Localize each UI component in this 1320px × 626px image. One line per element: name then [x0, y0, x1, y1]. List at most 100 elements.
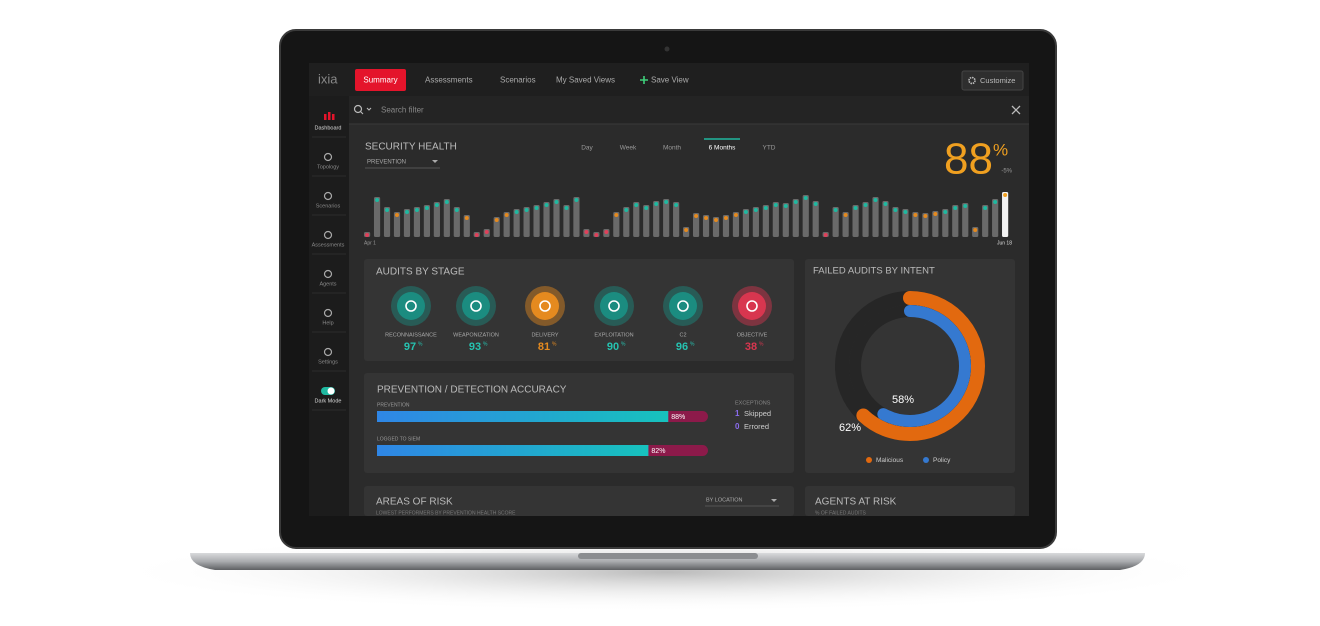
- health-bar: [493, 217, 500, 237]
- health-bar: [892, 207, 899, 237]
- sidebar-item[interactable]: Agents: [319, 281, 336, 287]
- health-bar: [842, 212, 849, 237]
- donut-label: 58%: [892, 394, 914, 406]
- legend-swatch: [923, 457, 929, 463]
- health-dot: [893, 208, 898, 212]
- period-tab[interactable]: 6 Months: [709, 145, 736, 152]
- sidebar-item[interactable]: Topology: [317, 164, 339, 170]
- stage-unit: %: [759, 341, 764, 347]
- health-bar: [383, 207, 391, 237]
- sidebar-item[interactable]: Assessments: [312, 242, 345, 248]
- health-dot: [484, 230, 489, 234]
- health-bar: [373, 197, 381, 237]
- sidebar-item[interactable]: Settings: [318, 359, 338, 365]
- health-dot: [454, 208, 459, 212]
- health-dot: [714, 218, 719, 222]
- customize-button[interactable]: [961, 70, 1024, 91]
- health-dot: [664, 200, 669, 204]
- panel-subtitle: LOWEST PERFORMERS BY PREVENTION HEALTH S…: [376, 510, 516, 516]
- customize-label[interactable]: Customize: [980, 76, 1015, 85]
- bar-fill: [377, 445, 649, 456]
- panel-title: AUDITS BY STAGE: [376, 267, 465, 278]
- health-dot: [803, 196, 808, 200]
- health-bar: [702, 215, 710, 237]
- health-bar: [533, 205, 540, 237]
- close-icon[interactable]: [1011, 105, 1021, 115]
- stage-label: C2: [679, 332, 686, 338]
- sidebar: [309, 96, 349, 516]
- health-dot: [833, 208, 838, 212]
- nav-tab[interactable]: Assessments: [425, 76, 473, 85]
- health-bar: [832, 207, 839, 237]
- health-bar: [563, 205, 570, 237]
- nav-tab[interactable]: My Saved Views: [556, 76, 615, 85]
- health-bar: [553, 199, 560, 237]
- health-dot: [614, 213, 619, 217]
- stage-value: 90: [607, 341, 619, 353]
- nav-save-view[interactable]: Save View: [651, 76, 689, 85]
- period-tab[interactable]: YTD: [763, 145, 776, 152]
- health-dot: [983, 206, 988, 210]
- health-bar: [443, 199, 450, 237]
- health-dot: [923, 214, 928, 218]
- period-tab[interactable]: Month: [663, 145, 681, 152]
- health-bar: [433, 202, 440, 237]
- health-dot: [494, 218, 499, 222]
- health-bar: [692, 213, 700, 237]
- axis-label: Jun 18: [997, 240, 1012, 246]
- search-bar: [349, 96, 1029, 124]
- nav-tab[interactable]: Scenarios: [500, 76, 536, 85]
- health-dot: [733, 213, 738, 217]
- health-bar: [882, 201, 889, 237]
- panel-subtitle: % OF FAILED AUDITS: [815, 510, 867, 516]
- dropdown[interactable]: BY LOCATION: [706, 497, 743, 503]
- period-tab[interactable]: Day: [581, 145, 593, 152]
- nav-tab[interactable]: Summary: [363, 76, 397, 85]
- health-dot: [943, 210, 948, 214]
- icon: [332, 114, 335, 120]
- dropdown[interactable]: PREVENTION: [367, 160, 406, 166]
- health-bar: [653, 201, 660, 237]
- exception-count: 1: [735, 409, 740, 418]
- tab-active[interactable]: [355, 69, 406, 91]
- bar-label: PREVENTION: [377, 402, 410, 408]
- health-bar: [762, 205, 769, 237]
- icon: [323, 308, 333, 318]
- health-bar: [573, 197, 580, 237]
- stage-unit: %: [483, 341, 488, 347]
- health-dot: [474, 233, 479, 237]
- period-tab[interactable]: Week: [620, 145, 637, 152]
- panel-title: PREVENTION / DETECTION ACCURACY: [377, 385, 567, 396]
- health-bar: [732, 212, 740, 237]
- stage-glyph: [405, 300, 417, 312]
- sidebar-item[interactable]: Scenarios: [316, 203, 341, 209]
- sidebar-item[interactable]: Help: [322, 320, 333, 326]
- health-bar: [792, 199, 799, 237]
- donut-arc: [835, 291, 985, 441]
- panel-agents: [805, 486, 1015, 516]
- stage-value: 81: [538, 341, 550, 353]
- health-dot: [883, 202, 888, 206]
- health-bar: [503, 212, 510, 237]
- health-dot: [903, 210, 908, 214]
- search-caret: [360, 107, 372, 115]
- health-bar: [962, 203, 969, 237]
- health-bar: [712, 217, 720, 237]
- icon: [323, 152, 333, 162]
- health-dot: [993, 200, 998, 204]
- health-bar: [663, 199, 670, 237]
- health-dot: [644, 206, 649, 210]
- health-dot: [913, 213, 918, 217]
- stage-icon: [669, 292, 697, 320]
- health-dot: [704, 216, 709, 220]
- search-input[interactable]: Search filter: [381, 106, 424, 115]
- health-bar: [862, 202, 869, 237]
- icon: [324, 114, 327, 120]
- health-dot: [743, 210, 748, 214]
- axis-label: Apr 1: [364, 240, 376, 246]
- health-dot: [604, 230, 609, 234]
- sidebar-item[interactable]: Dashboard: [315, 125, 342, 131]
- health-bar: [623, 207, 630, 237]
- sidebar-item[interactable]: Dark Mode: [315, 398, 342, 404]
